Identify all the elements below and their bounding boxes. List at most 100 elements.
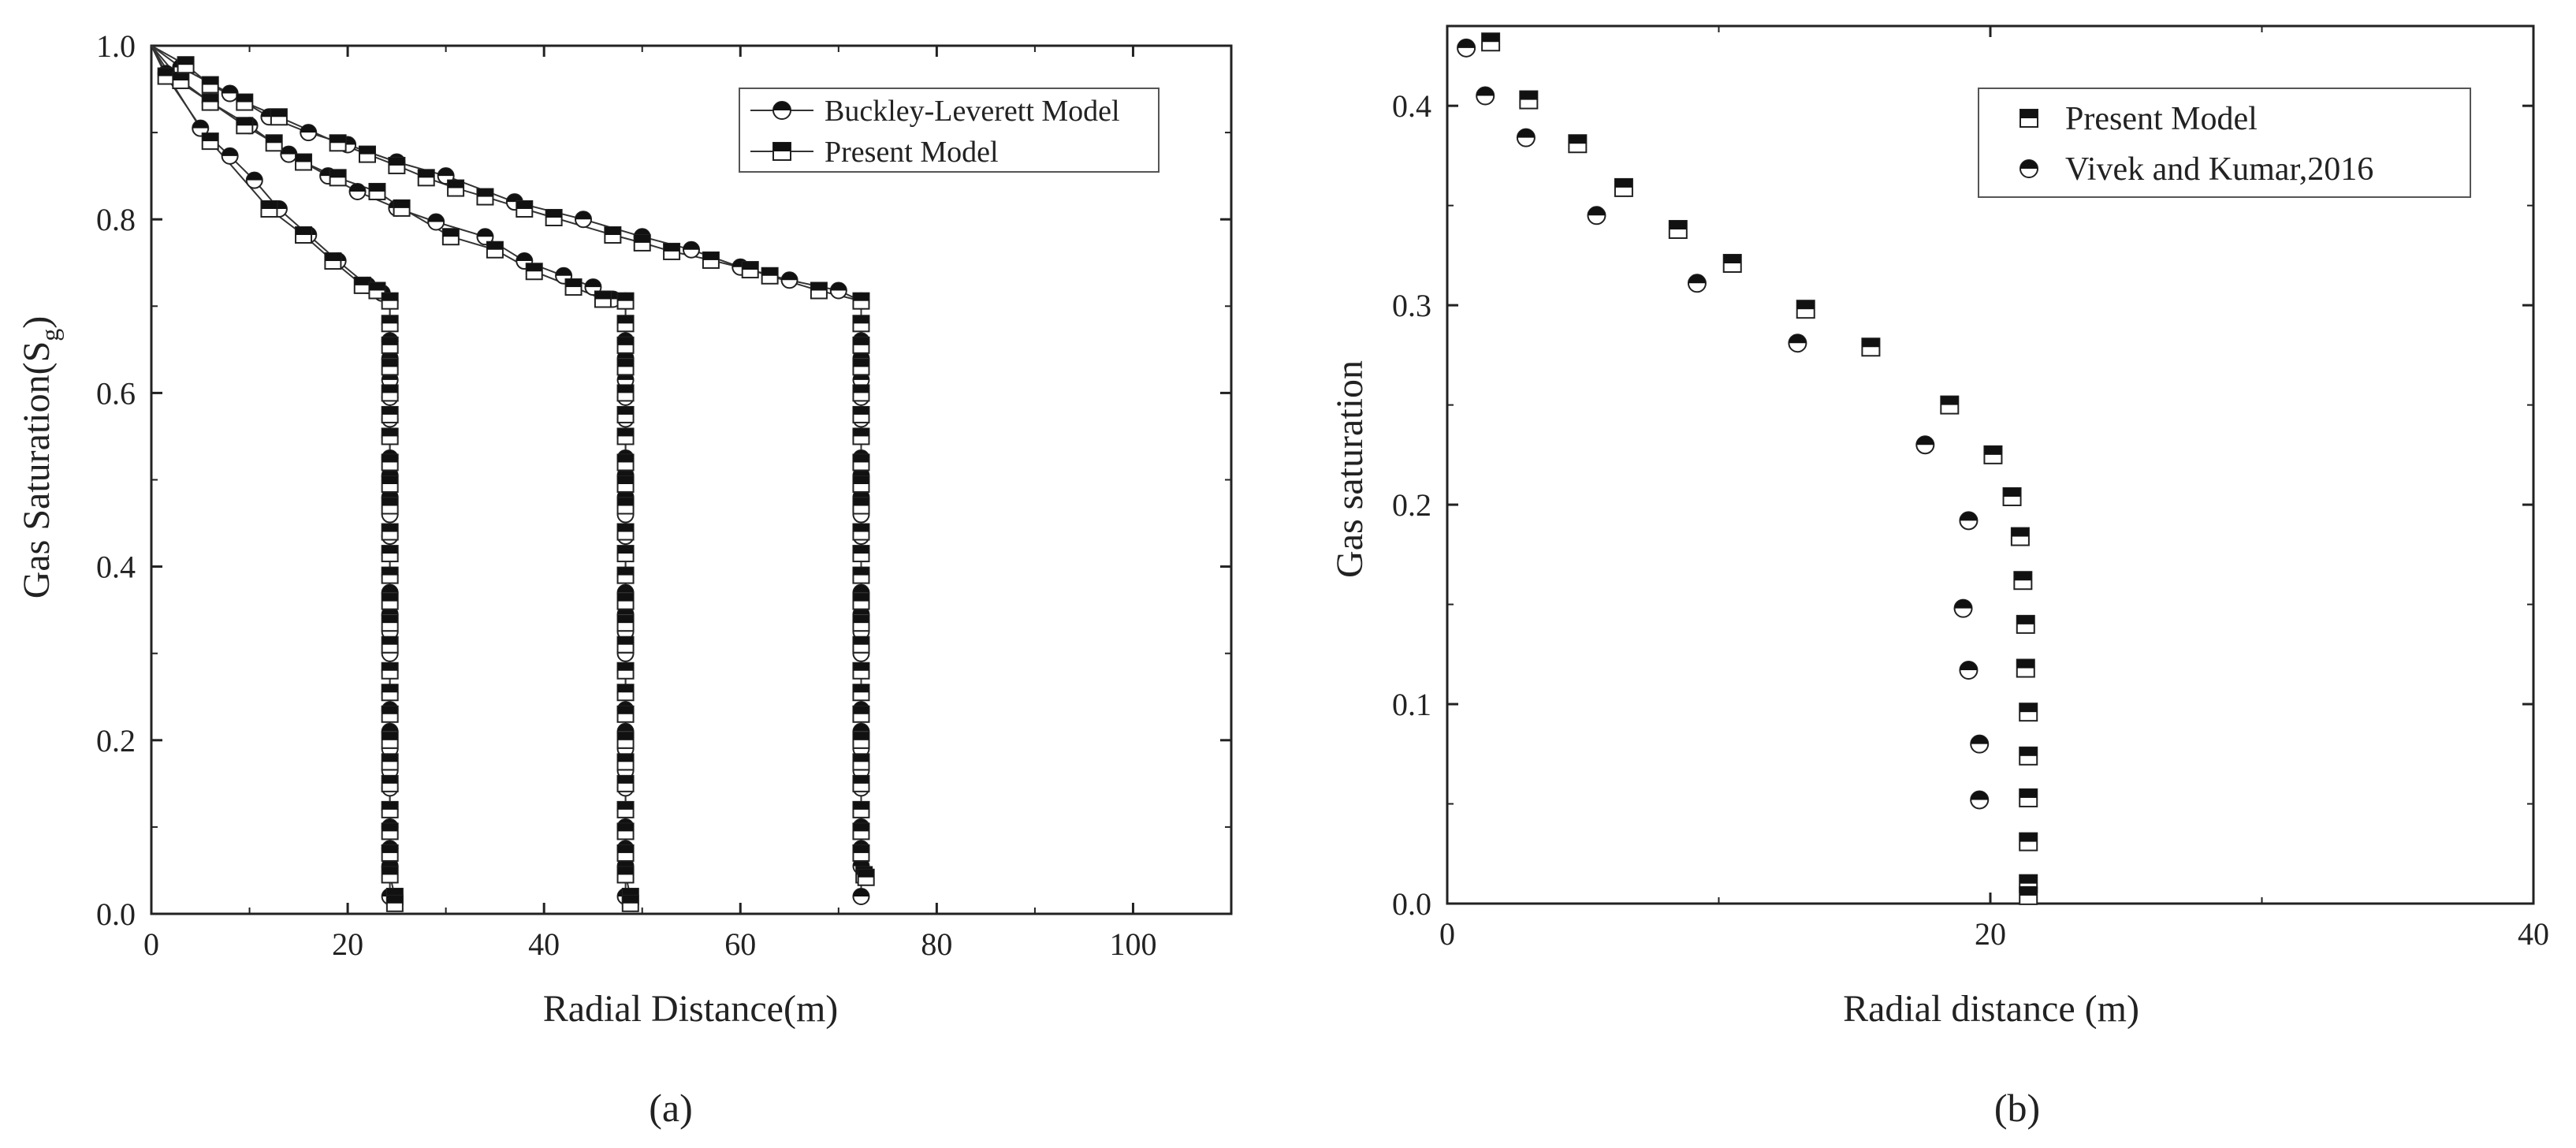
chart-b-xtick-label: 20 <box>1975 916 2006 952</box>
chart-a-present-model-point <box>741 261 759 279</box>
chart-a-present-model-point <box>852 405 870 423</box>
chart-a-present-model-point <box>616 427 635 445</box>
chart-a-present-model-point <box>329 169 347 187</box>
chart-b-present-model-point <box>2013 571 2033 591</box>
chart-a-present-model-point <box>177 56 195 74</box>
chart-a-present-model-point <box>663 242 681 260</box>
chart-a-present-model-point <box>852 774 870 792</box>
chart-a-frame <box>150 44 1233 915</box>
chart-a-present-model-point <box>616 866 635 884</box>
chart-a-present-model-point <box>381 866 399 884</box>
chart-a-present-model-point <box>616 358 635 376</box>
chart-a-present-model-point <box>441 228 460 246</box>
chart-b-present-model-point <box>2019 885 2038 905</box>
chart-a-present-model-point <box>852 566 870 584</box>
chart-a-present-model-point <box>852 662 870 680</box>
chart-a-present-model-point <box>381 731 399 749</box>
chart-a-present-model-point <box>381 705 399 723</box>
chart-a-present-model-point <box>852 292 870 310</box>
chart-b-present-model-point <box>2010 527 2030 546</box>
chart-b-ytick-label: 0.4 <box>1392 88 1431 124</box>
chart-a-buckley-leverett-point <box>575 211 592 229</box>
chart-a-present-model-point <box>516 199 534 218</box>
chart-a: 0 20 40 60 80 100 0.0 0.2 0.4 0.6 0.8 1.0 Radial Di… <box>16 28 1233 1130</box>
chart-a-xtick-label: 80 <box>921 926 952 962</box>
chart-b-ytick-label: 0.1 <box>1392 687 1431 722</box>
chart-b-present-model-point <box>1614 177 1633 197</box>
chart-b-legend-label: Present Model <box>2065 101 2258 137</box>
chart-b-legend-label: Vivek and Kumar,2016 <box>2065 151 2373 188</box>
chart-b-present-model-point <box>1668 220 1688 240</box>
chart-a-present-model-point <box>633 233 651 252</box>
chart-a-present-model-point <box>852 523 870 541</box>
chart-a-present-model-point <box>368 182 386 200</box>
chart-a-present-model-point <box>476 188 494 206</box>
chart-a-present-model-point <box>525 263 543 281</box>
chart-a-present-model-line-1 <box>151 45 396 904</box>
chart-b-present-model-point <box>1796 300 1815 319</box>
chart-a-ylabel-main: Gas Saturation(S <box>16 341 58 599</box>
chart-a-present-model-point <box>353 276 371 294</box>
chart-a-plot-area: 0 20 40 60 80 100 0.0 0.2 0.4 0.6 0.8 1.0 <box>96 28 1233 962</box>
chart-b-ylabel: Gas saturation <box>1329 360 1371 578</box>
chart-a-present-model-point <box>702 251 720 269</box>
chart-a-present-model-point <box>616 592 635 610</box>
chart-a-present-model-point <box>852 384 870 402</box>
chart-a-present-model-point <box>381 614 399 632</box>
chart-a-present-model-point <box>381 336 399 354</box>
chart-a-present-model-point <box>417 169 435 187</box>
chart-b-legend-marker <box>2019 159 2038 178</box>
chart-a-ytick-label: 0.0 <box>96 896 136 932</box>
chart-b-present-model-point <box>1722 254 1742 274</box>
chart-a-present-model-point <box>381 636 399 654</box>
chart-a-legend-marker <box>772 142 791 161</box>
chart-a-present-model-point <box>381 292 399 310</box>
chart-a-present-model-point <box>157 67 175 85</box>
chart-b-present-model-point <box>1940 395 1960 415</box>
chart-a-present-model-point <box>381 427 399 445</box>
chart-a-present-model-point <box>486 240 504 259</box>
chart-a-legend-label: Buckley-Leverett Model <box>825 95 1120 128</box>
chart-a-ytick-label: 1.0 <box>96 28 136 64</box>
chart-a-present-model-point <box>857 868 875 886</box>
chart-a-ytick-label: 0.6 <box>96 375 136 411</box>
chart-a-buckley-leverett-point <box>348 182 367 200</box>
chart-b-vivek-kumar-point <box>1959 661 1979 680</box>
chart-a-present-model-point <box>852 705 870 723</box>
chart-a-present-model-point <box>381 844 399 862</box>
chart-a-present-model-point <box>852 497 870 515</box>
chart-a-xtick-label: 40 <box>528 926 560 962</box>
chart-a-present-model-point <box>393 199 411 217</box>
chart-a-present-model-point <box>852 358 870 376</box>
chart-a-legend-label: Present Model <box>825 136 999 169</box>
chart-a-present-model-point <box>852 545 870 563</box>
chart-a-ytick-label: 0.2 <box>96 723 136 758</box>
chart-a-buckley-leverett-point <box>221 147 239 165</box>
chart-b-vivek-kumar-point <box>1516 128 1536 147</box>
chart-a-ylabel-subscript: g <box>35 329 64 341</box>
chart-a-buckley-leverett-point <box>300 124 318 142</box>
chart-a-ylabel: Gas Saturation(Sg) <box>16 316 64 599</box>
chart-a-present-model-point <box>381 592 399 610</box>
chart-b-legend: Present Model Vivek and Kumar,2016 <box>1978 88 2471 198</box>
chart-a-present-model-point <box>381 497 399 515</box>
chart-b-present-model-point <box>1983 445 2003 464</box>
chart-a-present-model-point <box>616 731 635 749</box>
chart-b-present-model-point <box>1519 90 1539 110</box>
chart-a-present-model-point <box>381 800 399 818</box>
chart-a-present-model-point <box>852 822 870 840</box>
chart-a-present-model-point <box>381 753 399 771</box>
chart-a-present-model-point <box>381 774 399 792</box>
chart-a-present-model-point <box>265 134 283 152</box>
chart-a-present-model-point <box>616 753 635 771</box>
chart-a-present-model-point <box>616 292 635 310</box>
chart-a-present-model-point <box>852 800 870 818</box>
chart-b-ytick-label: 0.3 <box>1392 288 1431 323</box>
chart-a-present-model-point <box>236 93 254 111</box>
chart-a-present-model-point <box>381 405 399 423</box>
chart-a-present-model-point <box>616 614 635 632</box>
chart-a-present-model-point <box>852 427 870 445</box>
chart-a-xtick-label: 20 <box>332 926 363 962</box>
